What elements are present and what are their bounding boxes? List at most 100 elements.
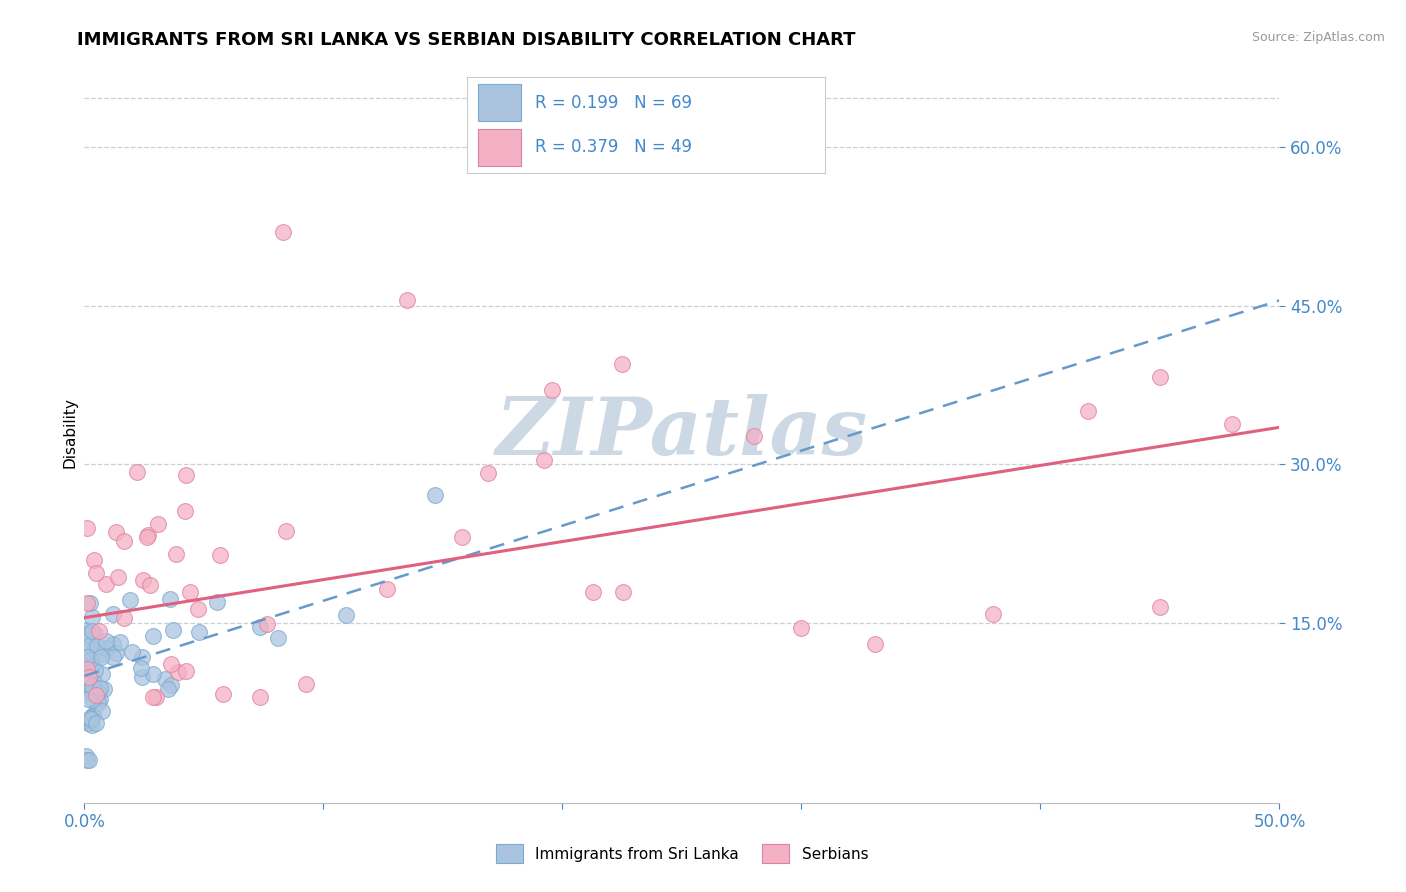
Point — [136, 529, 159, 543]
Point — [101, 637, 124, 651]
Point — [188, 624, 211, 639]
Point — [101, 607, 124, 621]
Point — [96, 576, 118, 591]
Point — [75, 748, 97, 763]
Point — [174, 467, 197, 482]
Point — [82, 708, 104, 723]
Point — [86, 715, 108, 730]
Point — [91, 666, 114, 681]
Point — [375, 582, 398, 596]
Point — [80, 624, 103, 638]
Point — [981, 607, 1004, 622]
Point — [612, 584, 634, 599]
Point — [173, 504, 195, 518]
Point — [76, 754, 98, 768]
Point — [256, 617, 278, 632]
Point — [76, 662, 98, 676]
Point — [90, 704, 112, 718]
Point — [249, 620, 271, 634]
Point — [105, 524, 128, 539]
Point — [83, 642, 105, 657]
Point — [212, 687, 235, 701]
Point — [84, 566, 107, 580]
Point — [87, 697, 110, 711]
Point — [159, 591, 181, 606]
Point — [76, 627, 98, 641]
Point — [174, 664, 197, 678]
Point — [101, 649, 124, 664]
Point — [90, 647, 112, 661]
Text: ZIPatlas: ZIPatlas — [496, 394, 868, 471]
Point — [76, 650, 98, 665]
Point — [79, 638, 101, 652]
Point — [80, 680, 103, 694]
Point — [75, 673, 97, 687]
Point — [166, 547, 188, 561]
Point — [153, 673, 176, 687]
Point — [160, 678, 183, 692]
Point — [209, 548, 232, 562]
Point — [77, 642, 100, 657]
Point — [131, 670, 153, 684]
Point — [131, 649, 153, 664]
Point — [132, 573, 155, 587]
Point — [84, 688, 107, 702]
Point — [790, 621, 813, 635]
Point — [80, 712, 103, 726]
Point — [477, 466, 499, 480]
Point — [142, 629, 165, 643]
Point — [75, 623, 97, 637]
Point — [582, 585, 605, 599]
Point — [179, 585, 201, 599]
Point — [267, 631, 290, 645]
Point — [79, 711, 101, 725]
Point — [89, 692, 111, 706]
Point — [1220, 417, 1243, 431]
Point — [77, 754, 100, 768]
Point — [86, 685, 108, 699]
Point — [89, 649, 111, 664]
Text: Source: ZipAtlas.com: Source: ZipAtlas.com — [1251, 31, 1385, 45]
Point — [136, 528, 159, 542]
Point — [271, 225, 294, 239]
Point — [79, 716, 101, 731]
Point — [276, 524, 298, 539]
Point — [80, 681, 103, 696]
Point — [612, 357, 634, 371]
Point — [249, 690, 271, 704]
Point — [82, 693, 104, 707]
Point — [187, 602, 209, 616]
Point — [1077, 403, 1099, 417]
Point — [335, 607, 357, 622]
Point — [86, 639, 108, 653]
Point — [112, 611, 135, 625]
Legend: Immigrants from Sri Lanka, Serbians: Immigrants from Sri Lanka, Serbians — [489, 838, 875, 869]
Point — [96, 634, 118, 648]
Point — [162, 624, 184, 638]
Point — [129, 661, 152, 675]
Point — [83, 664, 105, 678]
Point — [142, 667, 165, 681]
Point — [148, 516, 170, 531]
Point — [396, 293, 419, 308]
Point — [863, 637, 886, 651]
Point — [76, 681, 98, 696]
Point — [82, 709, 104, 723]
Point — [142, 690, 165, 704]
Point — [77, 670, 100, 684]
Point — [80, 610, 103, 624]
Point — [79, 596, 101, 610]
Point — [145, 690, 167, 704]
Point — [423, 488, 446, 502]
Point — [112, 533, 135, 548]
Point — [77, 692, 100, 706]
Point — [105, 646, 128, 660]
Point — [75, 659, 97, 673]
Text: IMMIGRANTS FROM SRI LANKA VS SERBIAN DISABILITY CORRELATION CHART: IMMIGRANTS FROM SRI LANKA VS SERBIAN DIS… — [77, 31, 856, 49]
Point — [93, 681, 115, 696]
Point — [533, 453, 555, 467]
Point — [121, 645, 143, 659]
Point — [541, 384, 564, 398]
Point — [295, 677, 318, 691]
Point — [76, 596, 98, 610]
